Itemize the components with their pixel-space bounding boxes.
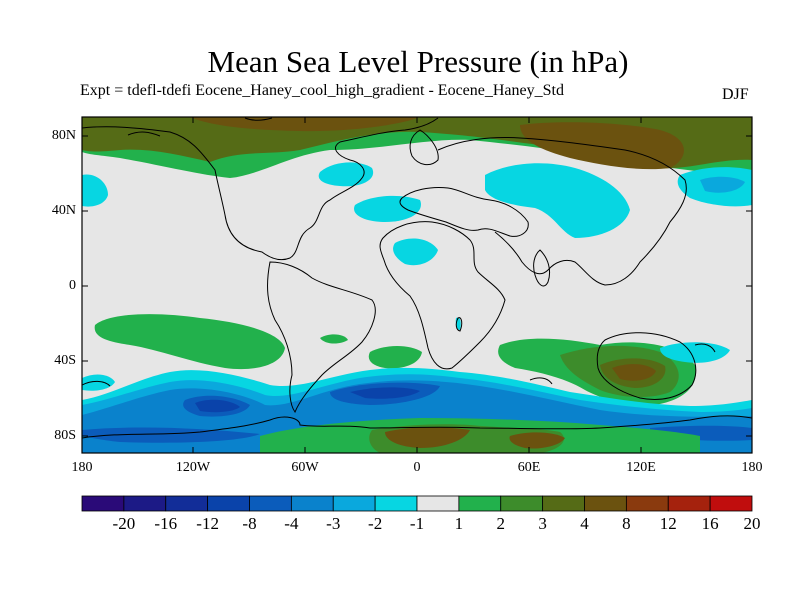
south-band-deep (350, 387, 420, 399)
cyan-patch (660, 342, 730, 363)
colorbar-label: -20 (112, 514, 136, 533)
coastlines (82, 117, 752, 439)
colorbar-swatch (165, 495, 209, 512)
colorbar-label: 4 (580, 514, 589, 533)
colorbar-swatch (500, 495, 544, 512)
coastline-asia (437, 137, 687, 286)
coastline-islands (82, 117, 716, 387)
tick-marks (82, 117, 752, 453)
colorbar-swatch (332, 495, 376, 512)
colorbar-swatch (584, 495, 627, 512)
coastline-india (533, 249, 551, 287)
cyan-patch (354, 195, 421, 222)
lon-label-180e: 180 (741, 460, 763, 475)
colorbar-swatch (249, 495, 292, 512)
green-patch (94, 314, 285, 370)
cyan-patch (485, 163, 630, 238)
map-title: Mean Sea Level Pressure (in hPa) (207, 44, 629, 79)
colorbar-swatch (81, 495, 125, 512)
lat-label-80s: 80S (54, 428, 76, 443)
colorbar-label: -12 (196, 514, 219, 533)
colorbar-label: -3 (326, 514, 341, 533)
lon-label-60e: 60E (517, 460, 541, 475)
coastline-north-america (82, 117, 439, 261)
colorbar-label: 20 (743, 514, 761, 533)
coastline-antarctica (82, 415, 752, 439)
colorbar-label: -4 (284, 514, 299, 533)
south-band-deep (82, 427, 260, 443)
lat-label-40s: 40S (54, 353, 76, 368)
colorbar-label: 12 (659, 514, 677, 533)
green-patch (320, 334, 348, 344)
brown-patch (612, 364, 656, 381)
colorbar-label: 3 (538, 514, 547, 533)
colorbar-swatch (709, 495, 753, 512)
cyan-patch (82, 374, 115, 391)
cyan-patch (393, 238, 438, 266)
coastline-greenland (409, 129, 439, 166)
south-band-deep (195, 399, 240, 413)
colorbar-label: 1 (454, 514, 464, 533)
lat-label-40n: 40N (51, 203, 76, 218)
colorbar-label: 2 (496, 514, 506, 533)
lon-label-0: 0 (413, 460, 421, 475)
colorbar-swatch (625, 495, 669, 512)
colorbar-swatch (667, 495, 711, 512)
coastline-south-america (267, 261, 376, 414)
lon-label-60w: 60W (291, 460, 319, 475)
antarctic-brown (385, 427, 470, 448)
colorbar-label: -1 (409, 514, 425, 533)
colorbar-swatch (207, 495, 250, 512)
lat-label-80n: 80N (51, 128, 76, 143)
green-patch (368, 346, 422, 369)
antarctic-brown (509, 432, 565, 449)
colorbar-label: 16 (701, 514, 719, 533)
colorbar-swatch (123, 495, 167, 512)
coastline-australia (596, 332, 697, 400)
colorbar-label: 8 (622, 514, 631, 533)
colorbar-swatch (416, 495, 460, 512)
coastline-europe (399, 187, 529, 237)
colorbar-swatch (374, 495, 418, 512)
colorbar-swatch (542, 495, 585, 512)
pressure-field (82, 117, 752, 453)
cyan-patch (82, 174, 108, 207)
season-label: DJF (722, 86, 749, 103)
coastline-africa (379, 221, 506, 370)
lat-label-equator: 0 (69, 278, 76, 293)
experiment-subtitle: Expt = tdefl-tdefi Eocene_Haney_cool_hig… (80, 82, 564, 99)
lon-label-180w: 180 (71, 460, 93, 475)
lon-label-120w: 120W (175, 460, 211, 475)
north-band-brown-east (520, 122, 684, 170)
colorbar-label: -2 (368, 514, 383, 533)
colorbar-swatch (290, 495, 334, 512)
north-band-brown (190, 117, 420, 132)
lon-label-120e: 120E (626, 460, 656, 475)
cyan-patch (700, 176, 745, 193)
coastline-madagascar (455, 317, 463, 332)
colorbar-label: -8 (242, 514, 257, 533)
colorbar-label: -16 (154, 514, 178, 533)
colorbar-swatch (458, 495, 502, 512)
